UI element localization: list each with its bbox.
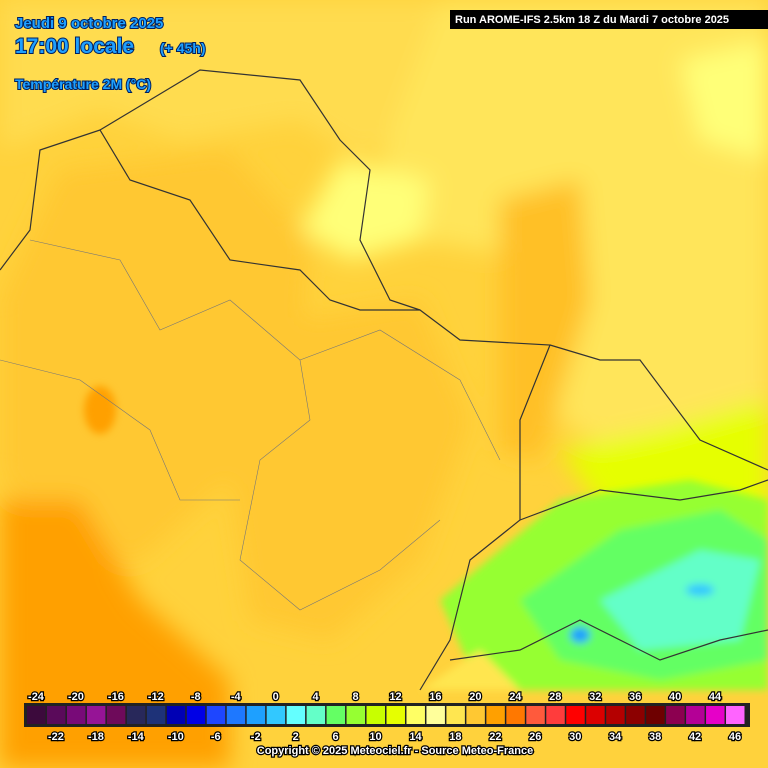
legend-swatch: [306, 706, 326, 724]
legend-label: 18: [449, 731, 461, 743]
legend-label: -4: [231, 691, 242, 703]
legend-swatch: [386, 706, 405, 724]
legend-label: -6: [211, 731, 221, 743]
legend-label: 40: [669, 691, 681, 703]
legend-swatch: [406, 706, 425, 724]
legend-label: 28: [549, 691, 561, 703]
legend-swatch: [446, 706, 465, 724]
valid-time: 17:00 locale: [15, 35, 134, 58]
legend-label: -14: [128, 731, 145, 743]
legend-label: 0: [273, 691, 279, 703]
legend-label: 22: [489, 731, 501, 743]
legend-swatch: [126, 706, 146, 724]
legend-label: -10: [168, 731, 184, 743]
legend-swatch: [246, 706, 266, 724]
legend-label: -22: [48, 731, 64, 743]
run-banner: [450, 10, 768, 29]
legend-swatch: [346, 706, 366, 724]
legend-label: 14: [409, 731, 422, 743]
legend-swatch: [186, 706, 206, 724]
date: Jeudi 9 octobre 2025: [15, 15, 163, 32]
lead-time: (+ 45h): [160, 40, 206, 56]
legend-label: 12: [389, 691, 401, 703]
legend-swatch: [426, 706, 445, 724]
legend-swatch: [706, 706, 725, 724]
legend-label: -16: [108, 691, 124, 703]
legend-label: 38: [649, 731, 661, 743]
borders: [0, 69, 768, 691]
legend-swatch: [646, 706, 665, 724]
legend-swatch: [286, 706, 306, 724]
legend-label: 16: [429, 691, 441, 703]
legend-label: 24: [509, 691, 522, 703]
legend-swatch: [206, 706, 226, 724]
legend-swatch: [46, 706, 66, 724]
legend-swatch: [526, 706, 545, 724]
legend-label: 30: [569, 731, 581, 743]
legend-swatch: [27, 706, 46, 724]
legend-swatch: [506, 706, 525, 724]
legend-label: 32: [589, 691, 601, 703]
run-info: Run AROME-IFS 2.5km 18 Z du Mardi 7 octo…: [455, 14, 729, 26]
legend-swatch: [626, 706, 645, 724]
legend-label: 20: [469, 691, 481, 703]
copyright: Copyright © 2025 Meteociel.fr - Source M…: [257, 745, 533, 757]
legend-swatch: [326, 706, 346, 724]
legend-label: -20: [68, 691, 84, 703]
legend-label: 42: [689, 731, 701, 743]
legend-swatch: [66, 706, 86, 724]
legend-swatch: [566, 706, 585, 724]
parameter: Température 2M (°C): [15, 76, 151, 92]
legend-label: 8: [352, 691, 358, 703]
legend-label: 34: [609, 731, 622, 743]
legend-label: 4: [313, 691, 320, 703]
legend-label: -2: [251, 731, 261, 743]
legend-label: 36: [629, 691, 641, 703]
legend-swatch: [586, 706, 605, 724]
legend-swatch: [106, 706, 126, 724]
legend-swatch: [366, 706, 385, 724]
legend-label: 44: [709, 691, 722, 703]
legend-swatch: [226, 706, 246, 724]
legend-label: 46: [729, 731, 741, 743]
legend-swatch: [146, 706, 166, 724]
legend-swatch: [606, 706, 625, 724]
legend-swatch: [466, 706, 485, 724]
legend-swatch: [726, 706, 745, 724]
legend: -24-22-20-18-16-14-12-10-8-6-4-202468101…: [27, 690, 745, 744]
legend-label: -18: [88, 731, 104, 743]
legend-swatch: [666, 706, 685, 724]
legend-swatch: [546, 706, 565, 724]
legend-label: 26: [529, 731, 541, 743]
legend-label: -12: [148, 691, 164, 703]
legend-swatch: [486, 706, 505, 724]
legend-swatch: [266, 706, 286, 724]
legend-label: -8: [191, 691, 201, 703]
legend-swatch: [686, 706, 705, 724]
regions: [0, 239, 501, 611]
legend-swatch: [166, 706, 186, 724]
legend-label: 10: [369, 731, 381, 743]
legend-swatch: [86, 706, 106, 724]
legend-label: -24: [28, 691, 45, 703]
legend-label: 2: [293, 731, 299, 743]
legend-label: 6: [333, 731, 339, 743]
